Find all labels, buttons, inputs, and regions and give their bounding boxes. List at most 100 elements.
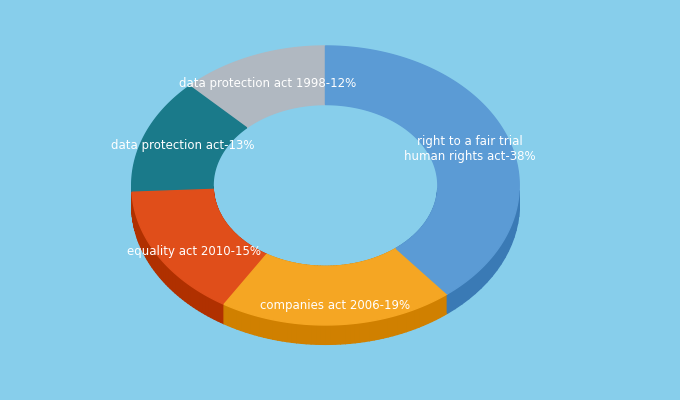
Polygon shape	[517, 198, 519, 224]
Polygon shape	[314, 266, 318, 286]
Polygon shape	[258, 250, 259, 270]
Polygon shape	[331, 266, 334, 286]
Polygon shape	[282, 322, 287, 342]
Polygon shape	[388, 316, 392, 337]
Polygon shape	[234, 233, 235, 253]
Polygon shape	[265, 254, 267, 274]
Polygon shape	[214, 300, 218, 321]
Polygon shape	[364, 321, 369, 342]
Polygon shape	[379, 255, 382, 276]
Polygon shape	[311, 325, 316, 344]
Polygon shape	[439, 296, 443, 318]
Text: data protection act 1998-12%: data protection act 1998-12%	[179, 77, 356, 90]
Polygon shape	[284, 261, 287, 281]
Polygon shape	[296, 324, 301, 343]
Polygon shape	[348, 264, 351, 284]
Polygon shape	[152, 248, 154, 270]
Polygon shape	[351, 264, 354, 284]
Polygon shape	[309, 266, 311, 285]
Polygon shape	[267, 254, 269, 275]
Polygon shape	[343, 265, 345, 285]
Polygon shape	[175, 274, 177, 295]
Polygon shape	[432, 208, 433, 232]
Polygon shape	[356, 263, 359, 283]
Text: right to a fair trial
human rights act-38%: right to a fair trial human rights act-3…	[404, 135, 536, 163]
Polygon shape	[392, 315, 397, 336]
Polygon shape	[166, 265, 168, 286]
Polygon shape	[433, 204, 435, 228]
Polygon shape	[259, 316, 264, 337]
Polygon shape	[422, 224, 425, 246]
Polygon shape	[321, 325, 326, 344]
Polygon shape	[136, 214, 137, 236]
Polygon shape	[227, 224, 228, 245]
Polygon shape	[396, 246, 401, 268]
Polygon shape	[392, 250, 394, 270]
Polygon shape	[150, 246, 152, 268]
Polygon shape	[406, 311, 411, 332]
Polygon shape	[511, 218, 514, 244]
Polygon shape	[411, 309, 415, 330]
Polygon shape	[303, 265, 306, 284]
Polygon shape	[273, 320, 277, 340]
Polygon shape	[241, 311, 245, 332]
Polygon shape	[402, 312, 406, 333]
Polygon shape	[369, 320, 374, 341]
Polygon shape	[320, 266, 323, 286]
Polygon shape	[415, 230, 419, 253]
Polygon shape	[238, 236, 240, 257]
Polygon shape	[462, 280, 469, 304]
Polygon shape	[428, 302, 432, 324]
Polygon shape	[277, 321, 282, 341]
Polygon shape	[350, 323, 355, 343]
Polygon shape	[261, 252, 263, 272]
Polygon shape	[208, 296, 211, 318]
Polygon shape	[269, 319, 273, 339]
Polygon shape	[232, 230, 233, 251]
Polygon shape	[154, 250, 156, 272]
Polygon shape	[390, 251, 392, 272]
Polygon shape	[432, 300, 436, 322]
Polygon shape	[326, 266, 328, 286]
Polygon shape	[225, 222, 226, 242]
Polygon shape	[382, 254, 385, 275]
Polygon shape	[374, 320, 379, 340]
Polygon shape	[222, 217, 223, 238]
Polygon shape	[148, 240, 149, 262]
Polygon shape	[251, 246, 252, 266]
Polygon shape	[345, 265, 348, 284]
Polygon shape	[514, 212, 516, 238]
Polygon shape	[328, 266, 331, 286]
Polygon shape	[156, 253, 158, 275]
Polygon shape	[326, 325, 330, 344]
Polygon shape	[224, 220, 225, 241]
Polygon shape	[243, 240, 244, 261]
Polygon shape	[290, 262, 292, 282]
Polygon shape	[168, 267, 171, 288]
Polygon shape	[355, 323, 360, 343]
Polygon shape	[221, 303, 224, 324]
Polygon shape	[425, 220, 427, 243]
Text: companies act 2006-19%: companies act 2006-19%	[260, 299, 411, 312]
Polygon shape	[256, 249, 258, 269]
Polygon shape	[277, 258, 279, 278]
Polygon shape	[436, 298, 439, 320]
Polygon shape	[326, 46, 520, 294]
Polygon shape	[240, 238, 241, 258]
Polygon shape	[307, 324, 311, 344]
Polygon shape	[143, 233, 145, 255]
Polygon shape	[245, 242, 248, 263]
Polygon shape	[447, 289, 455, 313]
Polygon shape	[377, 256, 379, 277]
Polygon shape	[249, 245, 251, 265]
Polygon shape	[336, 324, 341, 344]
Polygon shape	[405, 240, 409, 262]
Polygon shape	[254, 315, 259, 336]
Polygon shape	[409, 237, 412, 260]
Polygon shape	[274, 258, 277, 278]
Polygon shape	[141, 228, 142, 250]
Polygon shape	[415, 308, 419, 329]
Polygon shape	[259, 251, 261, 271]
Polygon shape	[199, 291, 202, 312]
Polygon shape	[226, 223, 227, 244]
